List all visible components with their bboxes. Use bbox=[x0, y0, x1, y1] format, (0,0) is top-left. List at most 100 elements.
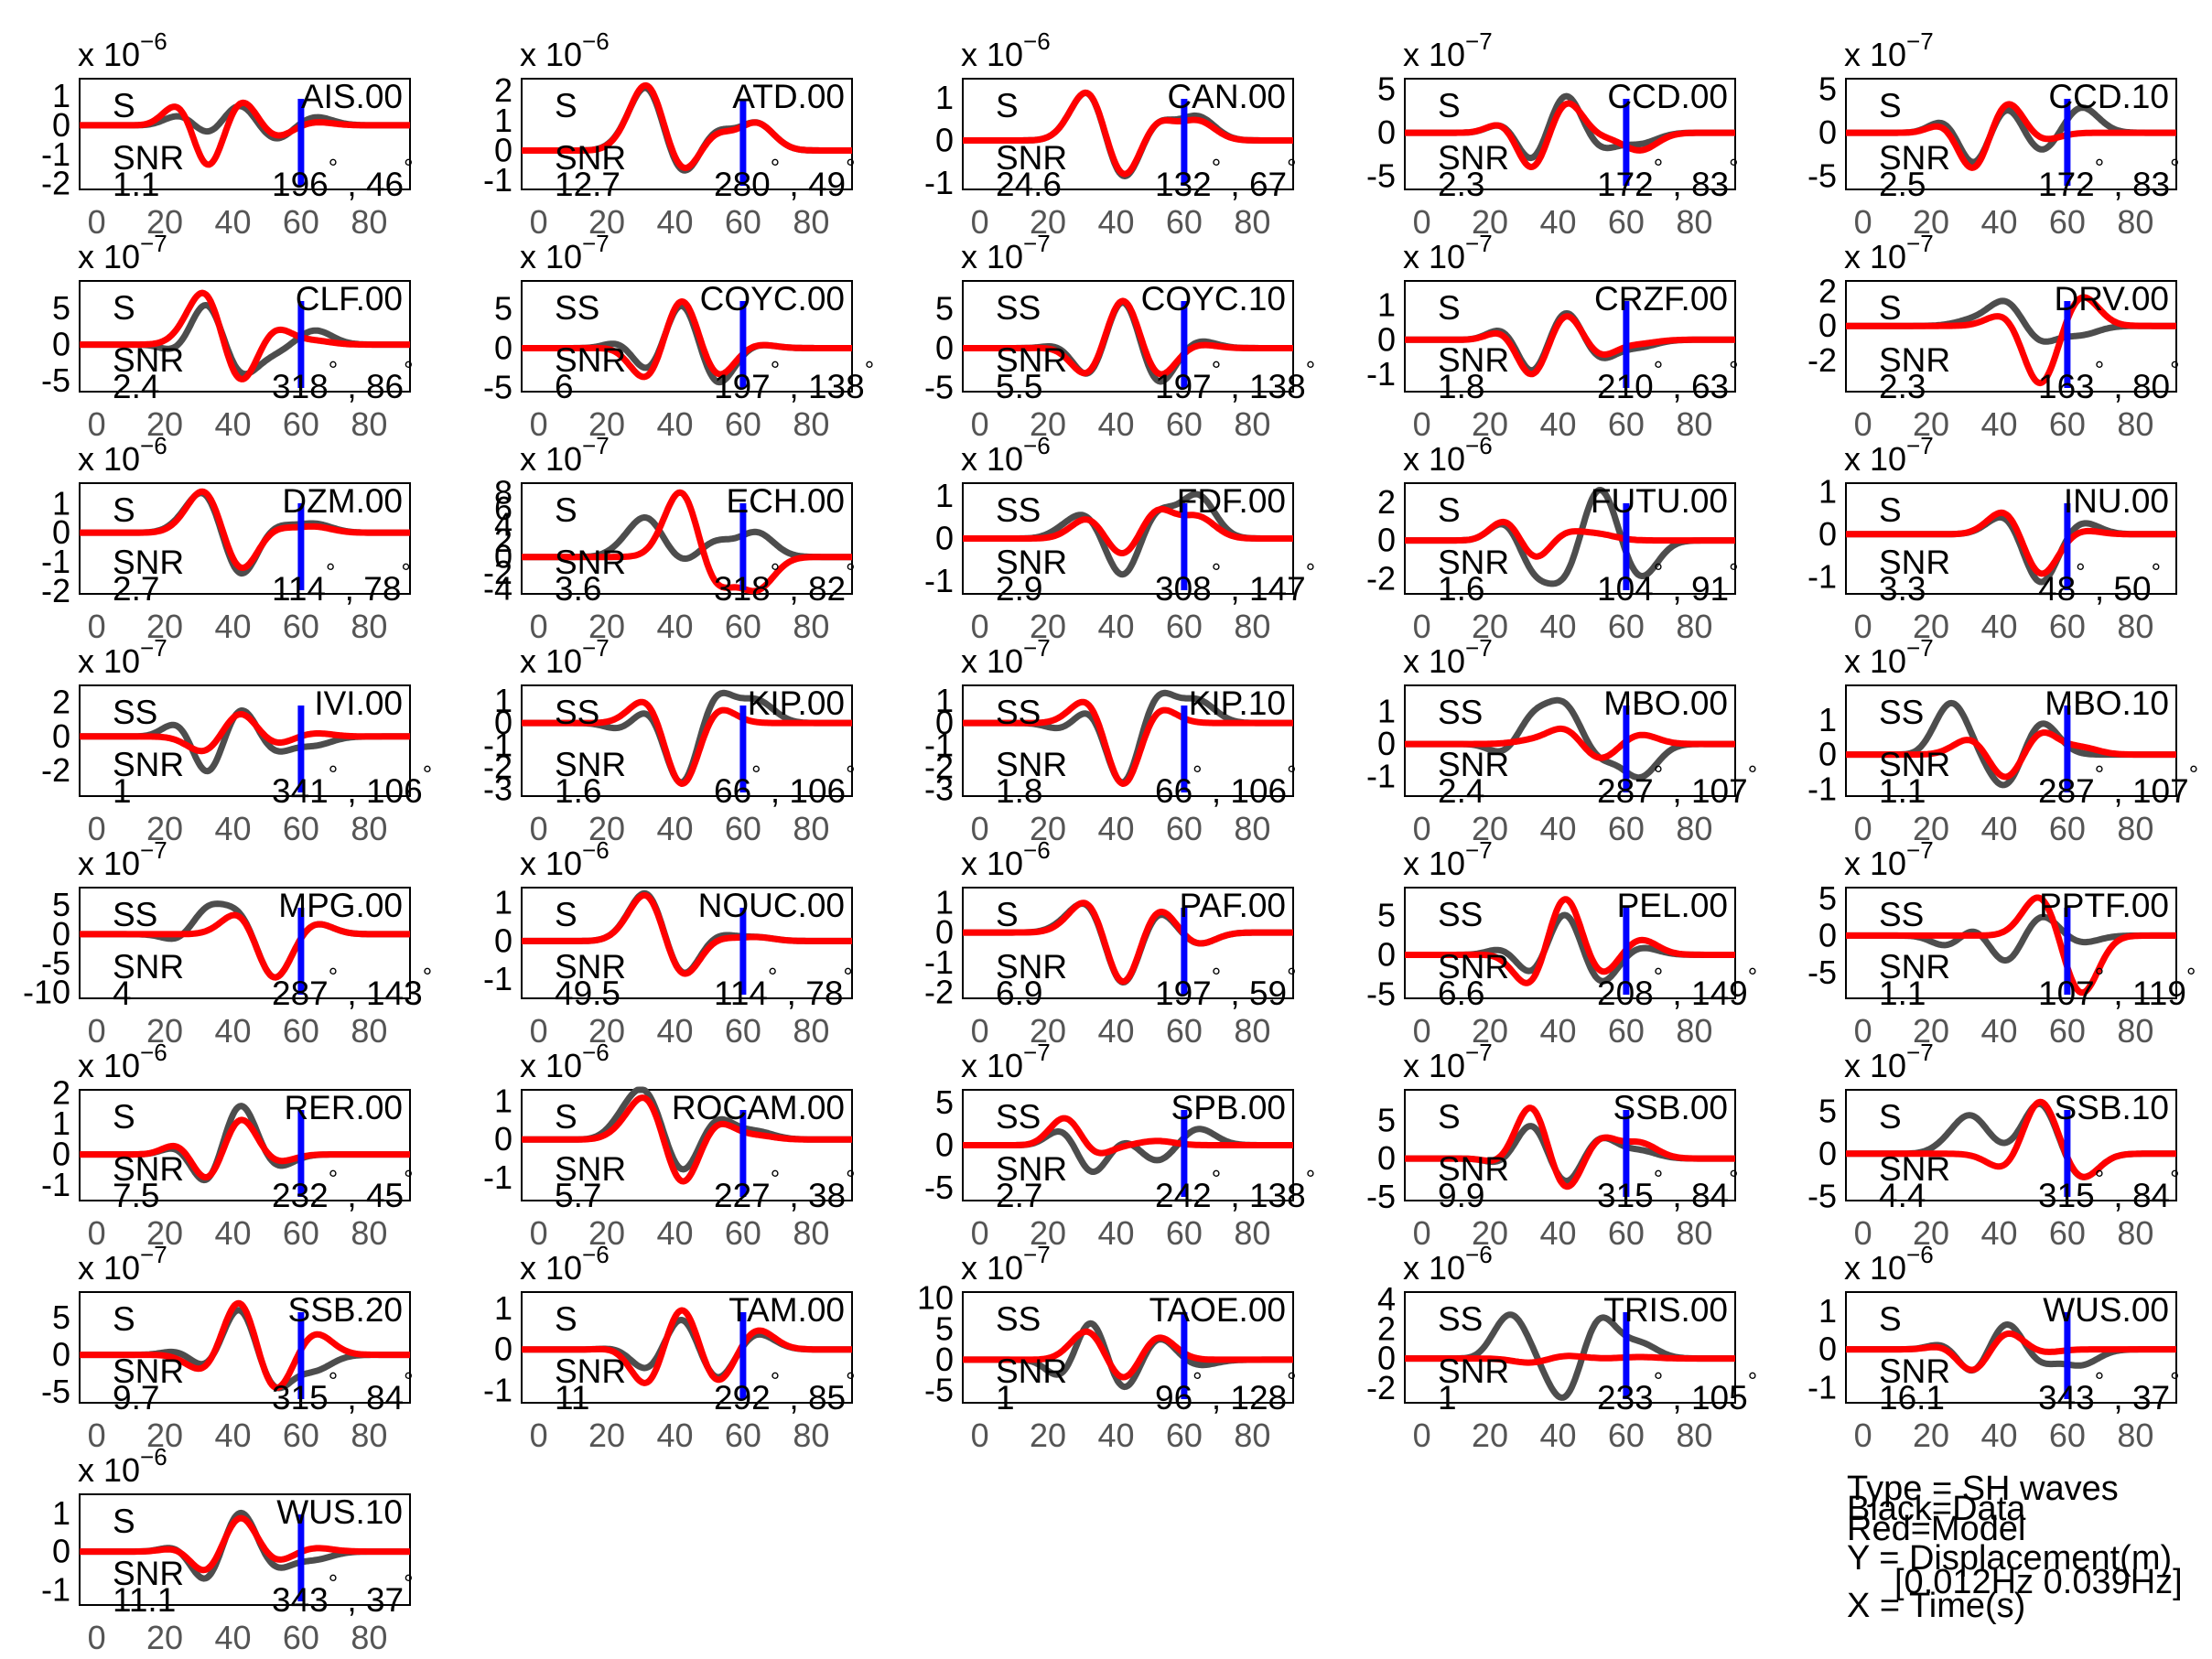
x-tick-label-kip-00: 0 bbox=[530, 810, 548, 847]
y-tick-label-ccd-00: 0 bbox=[1377, 113, 1396, 151]
y-tick-label-ech-00: 2 bbox=[494, 522, 513, 559]
y-tick-label-kip-10: -3 bbox=[924, 770, 954, 808]
station-label-ech-00: ECH.00 bbox=[726, 482, 845, 520]
x-tick-label-dzm-00: 60 bbox=[283, 608, 319, 645]
station-label-ssb-10: SSB.10 bbox=[2055, 1089, 2169, 1126]
x-tick-label-ech-00: 20 bbox=[588, 608, 625, 645]
y-tick-label-ssb-00: 5 bbox=[1377, 1101, 1396, 1138]
station-label-clf-00: CLF.00 bbox=[296, 280, 403, 318]
y-tick-label-ais-00: -2 bbox=[41, 165, 70, 202]
y-tick-label-atd-00: 0 bbox=[494, 131, 513, 168]
model-trace-crzf-00 bbox=[1403, 313, 1737, 378]
x-tick-label-pel-00: 40 bbox=[1539, 1012, 1576, 1050]
y-tick-label-tris-00: 4 bbox=[1377, 1280, 1396, 1318]
azimuth-distance-ais-00: 196° , 46° bbox=[272, 154, 414, 203]
snr-label-paf-00: SNR bbox=[996, 948, 1067, 986]
x-tick-label-dzm-00: 0 bbox=[88, 608, 106, 645]
snr-value-taoe-00: 1 bbox=[996, 1379, 1015, 1417]
x-tick-label-ccd-10: 20 bbox=[1913, 203, 1949, 241]
x-tick-label-rer-00: 0 bbox=[88, 1214, 106, 1252]
azimuth-distance-atd-00: 280° , 49° bbox=[714, 154, 856, 203]
x-tick-label-dzm-00: 40 bbox=[214, 608, 251, 645]
x-tick-label-mbo-10: 40 bbox=[1980, 810, 2017, 847]
y-tick-label-ech-00: 8 bbox=[494, 474, 513, 512]
snr-label-atd-00: SNR bbox=[555, 139, 626, 177]
snr-label-rer-00: SNR bbox=[113, 1150, 184, 1188]
x-tick-label-pptf-00: 20 bbox=[1913, 1012, 1949, 1050]
y-tick-label-mbo-00: -1 bbox=[1366, 758, 1396, 795]
azimuth-distance-taoe-00: 96° , 128° bbox=[1155, 1367, 1297, 1417]
snr-value-mbo-00: 2.4 bbox=[1438, 772, 1484, 810]
phase-label-coyc-00: SS bbox=[555, 289, 599, 327]
snr-label-taoe-00: SNR bbox=[996, 1352, 1067, 1390]
station-label-ccd-00: CCD.00 bbox=[1607, 78, 1728, 115]
x-tick-label-tam-00: 20 bbox=[588, 1417, 625, 1454]
legend-model-color: Red=Model bbox=[1847, 1510, 2026, 1548]
y-tick-label-ssb-00: 0 bbox=[1377, 1139, 1396, 1177]
snr-value-fdf-00: 2.9 bbox=[996, 570, 1042, 608]
x-tick-label-ech-00: 80 bbox=[793, 608, 829, 645]
y-tick-label-kip-00: -2 bbox=[483, 749, 513, 786]
station-label-kip-10: KIP.10 bbox=[1189, 684, 1286, 722]
x-tick-label-inu-00: 80 bbox=[2117, 608, 2153, 645]
x-tick-label-coyc-00: 60 bbox=[725, 405, 761, 443]
station-label-atd-00: ATD.00 bbox=[732, 78, 845, 115]
x-tick-label-ssb-10: 40 bbox=[1980, 1214, 2017, 1252]
phase-label-tris-00: SS bbox=[1438, 1300, 1483, 1338]
station-label-crzf-00: CRZF.00 bbox=[1594, 280, 1728, 318]
y-tick-label-mpg-00: 0 bbox=[52, 915, 70, 953]
x-tick-label-clf-00: 0 bbox=[88, 405, 106, 443]
scale-label-can-00: x 10−6 bbox=[961, 27, 1051, 73]
x-tick-label-taoe-00: 0 bbox=[971, 1417, 989, 1454]
x-tick-label-inu-00: 40 bbox=[1980, 608, 2017, 645]
x-tick-label-futu-00: 80 bbox=[1676, 608, 1712, 645]
x-tick-label-paf-00: 0 bbox=[971, 1012, 989, 1050]
model-trace-rer-00 bbox=[78, 1116, 412, 1181]
x-tick-label-tam-00: 0 bbox=[530, 1417, 548, 1454]
y-tick-label-tris-00: -2 bbox=[1366, 1369, 1396, 1406]
y-tick-label-futu-00: 2 bbox=[1377, 483, 1396, 521]
x-tick-label-wus-00: 60 bbox=[2049, 1417, 2086, 1454]
axes-box-drv-00 bbox=[1845, 280, 2177, 393]
azimuth-distance-wus-10: 343° , 37° bbox=[272, 1569, 414, 1619]
x-tick-label-ssb-10: 20 bbox=[1913, 1214, 1949, 1252]
x-tick-label-rocam-00: 0 bbox=[530, 1214, 548, 1252]
x-tick-label-mpg-00: 60 bbox=[283, 1012, 319, 1050]
station-label-pel-00: PEL.00 bbox=[1617, 887, 1728, 924]
azimuth-distance-ccd-10: 172° , 83° bbox=[2038, 154, 2180, 203]
azimuth-distance-nouc-00: 114° , 78° bbox=[714, 963, 853, 1012]
x-tick-label-atd-00: 20 bbox=[588, 203, 625, 241]
snr-label-pptf-00: SNR bbox=[1879, 948, 1950, 986]
azimuth-distance-crzf-00: 210° , 63° bbox=[1597, 356, 1739, 405]
station-label-coyc-00: COYC.00 bbox=[700, 280, 845, 318]
y-tick-label-inu-00: 0 bbox=[1818, 515, 1837, 553]
y-tick-label-ais-00: 1 bbox=[52, 77, 70, 114]
model-trace-ssb-00 bbox=[1403, 1104, 1737, 1190]
azimuth-distance-can-00: 132° , 67° bbox=[1155, 154, 1297, 203]
snr-value-ivi-00: 1 bbox=[113, 772, 132, 810]
snr-value-tam-00: 11 bbox=[555, 1379, 589, 1417]
snr-label-futu-00: SNR bbox=[1438, 544, 1509, 581]
azimuth-distance-ech-00: 318° , 82° bbox=[714, 558, 856, 608]
axes-box-ais-00 bbox=[79, 78, 411, 190]
y-tick-label-kip-10: -2 bbox=[924, 749, 954, 786]
x-tick-label-rocam-00: 60 bbox=[725, 1214, 761, 1252]
x-tick-label-clf-00: 40 bbox=[214, 405, 251, 443]
azimuth-distance-kip-00: 66° , 106° bbox=[714, 760, 856, 810]
y-tick-label-wus-00: 0 bbox=[1818, 1330, 1837, 1368]
y-tick-label-ssb-10: 0 bbox=[1818, 1135, 1837, 1172]
model-trace-mpg-00 bbox=[78, 911, 412, 981]
x-tick-label-kip-00: 20 bbox=[588, 810, 625, 847]
y-tick-label-atd-00: -1 bbox=[483, 161, 513, 199]
station-label-coyc-10: COYC.10 bbox=[1141, 280, 1286, 318]
x-tick-label-nouc-00: 60 bbox=[725, 1012, 761, 1050]
legend-frequency-band: [0.012Hz 0.039Hz] bbox=[1894, 1563, 2183, 1601]
y-tick-label-coyc-10: -5 bbox=[924, 369, 954, 406]
azimuth-distance-rocam-00: 227° , 38° bbox=[714, 1165, 856, 1214]
azimuth-distance-mbo-00: 287° , 107° bbox=[1597, 760, 1757, 810]
y-tick-label-tam-00: -1 bbox=[483, 1372, 513, 1409]
station-label-paf-00: PAF.00 bbox=[1179, 887, 1286, 924]
x-tick-label-crzf-00: 40 bbox=[1539, 405, 1576, 443]
x-tick-label-taoe-00: 20 bbox=[1030, 1417, 1066, 1454]
